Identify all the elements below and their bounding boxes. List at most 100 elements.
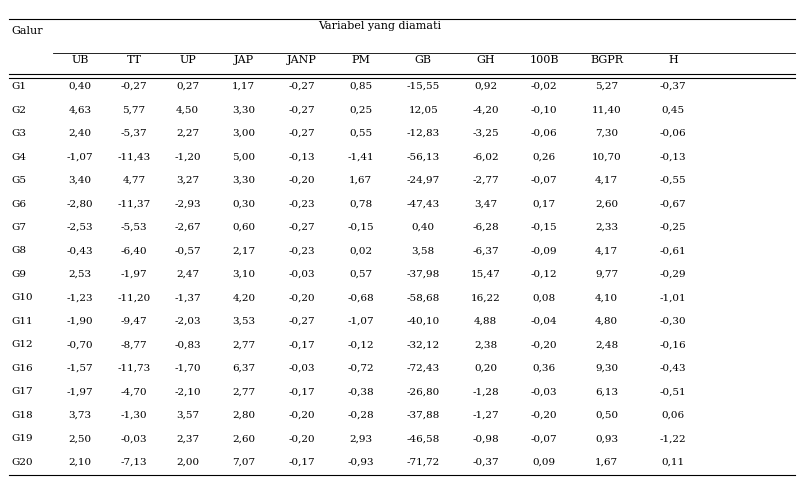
Text: 5,27: 5,27 xyxy=(594,82,618,91)
Text: PM: PM xyxy=(351,55,369,65)
Text: -5,53: -5,53 xyxy=(120,223,147,232)
Text: -1,23: -1,23 xyxy=(67,293,93,303)
Text: -0,17: -0,17 xyxy=(288,458,315,467)
Text: 4,50: 4,50 xyxy=(176,106,199,115)
Text: -0,20: -0,20 xyxy=(288,176,315,185)
Text: 3,53: 3,53 xyxy=(232,317,255,326)
Text: -0,04: -0,04 xyxy=(530,317,556,326)
Text: G3: G3 xyxy=(11,129,26,138)
Text: 6,37: 6,37 xyxy=(232,364,255,373)
Text: -0,17: -0,17 xyxy=(288,387,315,397)
Text: -0,27: -0,27 xyxy=(288,106,315,115)
Text: 0,55: 0,55 xyxy=(349,129,372,138)
Text: -0,51: -0,51 xyxy=(659,387,686,397)
Text: 15,47: 15,47 xyxy=(471,270,500,279)
Text: 4,17: 4,17 xyxy=(594,176,618,185)
Text: 2,93: 2,93 xyxy=(349,434,372,443)
Text: -0,57: -0,57 xyxy=(174,246,201,255)
Text: G4: G4 xyxy=(11,153,26,161)
Text: 0,78: 0,78 xyxy=(349,200,372,209)
Text: -1,57: -1,57 xyxy=(67,364,93,373)
Text: 11,40: 11,40 xyxy=(591,106,621,115)
Text: -0,93: -0,93 xyxy=(347,458,373,467)
Text: -2,93: -2,93 xyxy=(174,200,201,209)
Text: -6,28: -6,28 xyxy=(472,223,499,232)
Text: -4,70: -4,70 xyxy=(120,387,147,397)
Text: -8,77: -8,77 xyxy=(120,340,147,349)
Text: 4,88: 4,88 xyxy=(474,317,497,326)
Text: 3,58: 3,58 xyxy=(411,246,434,255)
Text: 0,30: 0,30 xyxy=(232,200,255,209)
Text: 7,30: 7,30 xyxy=(594,129,618,138)
Text: -0,28: -0,28 xyxy=(347,411,373,420)
Text: UP: UP xyxy=(179,55,196,65)
Text: 1,67: 1,67 xyxy=(349,176,372,185)
Text: -0,43: -0,43 xyxy=(659,364,686,373)
Text: G7: G7 xyxy=(11,223,26,232)
Text: -0,27: -0,27 xyxy=(288,82,315,91)
Text: -1,41: -1,41 xyxy=(347,153,373,161)
Text: -0,61: -0,61 xyxy=(659,246,686,255)
Text: BGPR: BGPR xyxy=(589,55,622,65)
Text: G18: G18 xyxy=(11,411,33,420)
Text: -47,43: -47,43 xyxy=(406,200,439,209)
Text: 0,08: 0,08 xyxy=(532,293,555,303)
Text: -0,20: -0,20 xyxy=(288,411,315,420)
Text: G9: G9 xyxy=(11,270,26,279)
Text: -0,06: -0,06 xyxy=(659,129,686,138)
Text: -0,15: -0,15 xyxy=(347,223,373,232)
Text: 2,33: 2,33 xyxy=(594,223,618,232)
Text: UB: UB xyxy=(71,55,89,65)
Text: -0,30: -0,30 xyxy=(659,317,686,326)
Text: 0,40: 0,40 xyxy=(69,82,92,91)
Text: -0,13: -0,13 xyxy=(288,153,315,161)
Text: TT: TT xyxy=(126,55,141,65)
Text: -32,12: -32,12 xyxy=(406,340,439,349)
Text: 2,60: 2,60 xyxy=(232,434,255,443)
Text: -0,20: -0,20 xyxy=(288,293,315,303)
Text: 0,02: 0,02 xyxy=(349,246,372,255)
Text: -4,20: -4,20 xyxy=(472,106,499,115)
Text: 0,11: 0,11 xyxy=(661,458,684,467)
Text: -11,37: -11,37 xyxy=(117,200,150,209)
Text: -11,73: -11,73 xyxy=(117,364,150,373)
Text: -15,55: -15,55 xyxy=(406,82,439,91)
Text: -1,28: -1,28 xyxy=(472,387,499,397)
Text: Galur: Galur xyxy=(11,26,43,36)
Text: 3,47: 3,47 xyxy=(474,200,497,209)
Text: 6,13: 6,13 xyxy=(594,387,618,397)
Text: -2,80: -2,80 xyxy=(67,200,93,209)
Text: 2,48: 2,48 xyxy=(594,340,618,349)
Text: -5,37: -5,37 xyxy=(120,129,147,138)
Text: 2,37: 2,37 xyxy=(176,434,199,443)
Text: 2,53: 2,53 xyxy=(69,270,92,279)
Text: 0,36: 0,36 xyxy=(532,364,555,373)
Text: -6,37: -6,37 xyxy=(472,246,499,255)
Text: -2,67: -2,67 xyxy=(174,223,201,232)
Text: -0,12: -0,12 xyxy=(347,340,373,349)
Text: 2,27: 2,27 xyxy=(176,129,199,138)
Text: -1,37: -1,37 xyxy=(174,293,201,303)
Text: G10: G10 xyxy=(11,293,33,303)
Text: -0,43: -0,43 xyxy=(67,246,93,255)
Text: 3,73: 3,73 xyxy=(69,411,92,420)
Text: -0,20: -0,20 xyxy=(288,434,315,443)
Text: 10,70: 10,70 xyxy=(591,153,621,161)
Text: -3,25: -3,25 xyxy=(472,129,499,138)
Text: 3,00: 3,00 xyxy=(232,129,255,138)
Text: -37,88: -37,88 xyxy=(406,411,439,420)
Text: -0,13: -0,13 xyxy=(659,153,686,161)
Text: -0,37: -0,37 xyxy=(659,82,686,91)
Text: 5,00: 5,00 xyxy=(232,153,255,161)
Text: -0,37: -0,37 xyxy=(472,458,499,467)
Text: 0,50: 0,50 xyxy=(594,411,618,420)
Text: -0,23: -0,23 xyxy=(288,200,315,209)
Text: 0,92: 0,92 xyxy=(474,82,497,91)
Text: 0,60: 0,60 xyxy=(232,223,255,232)
Text: -0,25: -0,25 xyxy=(659,223,686,232)
Text: 9,30: 9,30 xyxy=(594,364,618,373)
Text: 0,20: 0,20 xyxy=(474,364,497,373)
Text: -0,68: -0,68 xyxy=(347,293,373,303)
Text: 0,25: 0,25 xyxy=(349,106,372,115)
Text: -0,55: -0,55 xyxy=(659,176,686,185)
